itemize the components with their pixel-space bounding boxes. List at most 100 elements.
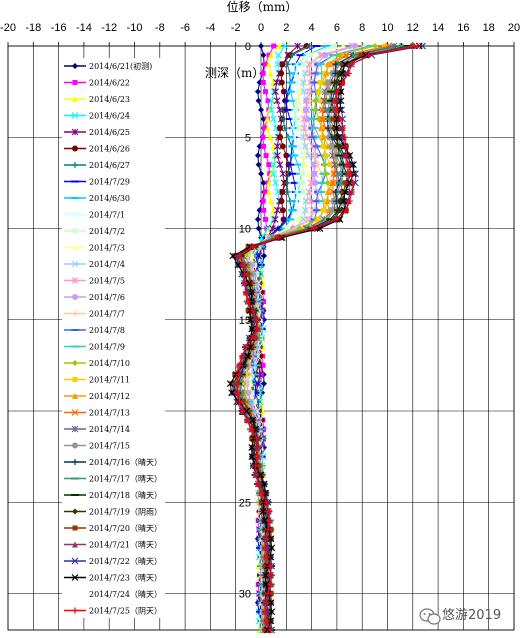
series-marker (236, 261, 244, 269)
series-marker (71, 128, 79, 136)
series-marker (261, 252, 268, 259)
series-marker (268, 544, 276, 552)
series-marker (249, 390, 255, 396)
legend-label: 2014/6/25 (89, 128, 130, 137)
series-marker (267, 171, 273, 177)
series-marker (325, 79, 332, 86)
series-marker (322, 52, 329, 59)
series-marker (245, 389, 252, 396)
series-marker (268, 608, 276, 616)
series-marker (245, 244, 251, 250)
series-marker (72, 541, 78, 548)
legend-item: 2014/7/16（晴天） (64, 457, 162, 467)
legend-label: 2014/7/5 (89, 277, 125, 286)
series-marker (252, 462, 259, 469)
series-marker (304, 133, 312, 141)
series-marker (324, 198, 331, 205)
series-marker (253, 316, 260, 323)
legend-label: 2014/6/24 (89, 112, 130, 121)
series-marker (321, 161, 328, 168)
legend-label: 2014/7/11 (89, 376, 130, 385)
series-marker (298, 106, 305, 113)
series-marker (263, 499, 270, 506)
series-marker (295, 206, 303, 214)
series-marker (277, 134, 284, 141)
series-marker (264, 617, 271, 624)
series-marker (358, 52, 364, 58)
y-axis-title: 测深（m） (205, 66, 264, 80)
series-marker (333, 216, 340, 223)
series-marker (332, 124, 340, 132)
series-marker (248, 317, 254, 323)
series-marker (324, 179, 331, 186)
series-marker (300, 61, 306, 67)
series-marker (243, 407, 251, 415)
series-marker (330, 198, 337, 205)
series-marker (248, 444, 256, 451)
series-marker (258, 106, 265, 113)
series-marker (305, 88, 312, 95)
series-marker (329, 179, 337, 187)
series-marker (72, 162, 78, 168)
series-marker (279, 189, 286, 195)
series-marker (284, 61, 291, 68)
series-marker (312, 106, 319, 113)
series-marker (345, 170, 352, 177)
series-marker (268, 97, 275, 105)
series-marker (348, 170, 355, 177)
series-marker (274, 60, 282, 68)
series-marker (333, 79, 340, 86)
series-marker (71, 260, 79, 268)
series-marker (265, 98, 271, 104)
series-marker (304, 116, 311, 122)
legend-label: 2014/7/9 (89, 343, 125, 352)
series-marker (72, 525, 78, 531)
series-marker (270, 170, 278, 178)
series-marker (256, 143, 263, 150)
series-marker (341, 134, 348, 141)
series-marker (267, 70, 274, 77)
legend-item: 2014/7/17（晴天） (64, 474, 162, 484)
series-marker (259, 472, 265, 478)
series-marker (258, 170, 265, 177)
series-marker (234, 261, 242, 269)
series-marker (72, 508, 78, 515)
legend-box (62, 58, 165, 618)
series-marker (252, 471, 259, 478)
series-marker (254, 444, 261, 451)
series-marker (242, 289, 249, 296)
legend-label: 2014/7/29 (89, 178, 130, 187)
series-marker (229, 381, 235, 387)
series-marker (241, 280, 248, 287)
series-marker (249, 243, 256, 250)
legend-item: 2014/7/19（阴雨） (64, 508, 162, 517)
series-marker (243, 353, 249, 359)
y-tick-label: 25 (239, 497, 251, 509)
series-marker (266, 106, 273, 113)
series-marker (248, 288, 255, 296)
series-marker (414, 43, 421, 49)
series-marker (71, 211, 79, 218)
series-marker (348, 61, 355, 68)
series-marker (262, 608, 269, 615)
series-marker (255, 225, 262, 232)
series-marker (320, 207, 326, 213)
legend: 2014/6/21(初测) 2014/6/22 2014/6/23 2014/6/24… (62, 58, 165, 618)
y-tick-label: 30 (239, 589, 251, 601)
series-marker (337, 97, 345, 105)
series-marker (305, 60, 313, 68)
series-marker (332, 125, 338, 131)
series-marker (346, 152, 354, 159)
series-marker (266, 517, 273, 524)
series-marker (279, 143, 286, 150)
series-marker (323, 70, 330, 77)
x-tick-label: 12 (407, 22, 419, 34)
legend-item: 2014/7/14 (64, 425, 130, 434)
series-marker (249, 435, 255, 441)
series-marker (262, 571, 270, 579)
series-marker (249, 252, 256, 259)
legend-item: 2014/7/12 (64, 392, 130, 401)
series-marker (349, 161, 357, 169)
legend-label: 2014/7/7 (89, 310, 125, 319)
series-marker (260, 80, 266, 85)
